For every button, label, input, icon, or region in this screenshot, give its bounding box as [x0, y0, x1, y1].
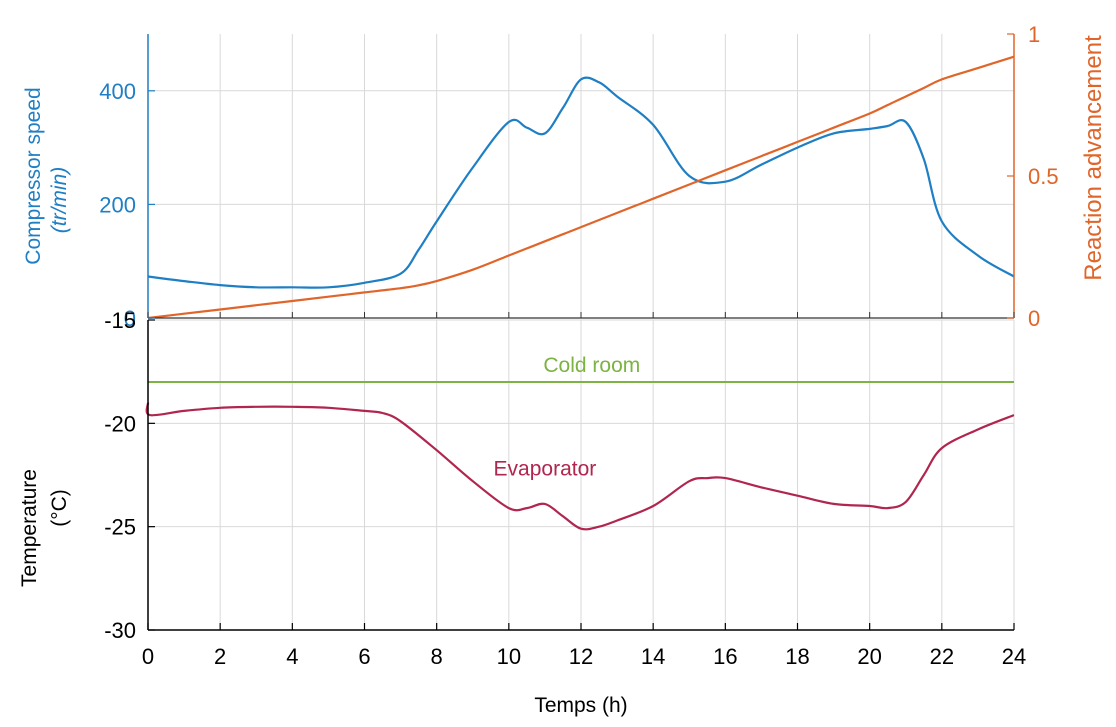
- time-tick-label: 8: [431, 644, 443, 669]
- time-tick-label: 0: [142, 644, 154, 669]
- compressor-speed-axis-label: Compressor speed: [22, 87, 45, 264]
- compressor-speed-tick-label: 0: [124, 306, 136, 331]
- compressor-speed-line: [147, 76, 1015, 289]
- time-tick-label: 16: [713, 644, 737, 669]
- time-tick-label: 24: [1002, 644, 1026, 669]
- evaporator-series-label: Evaporator: [494, 457, 597, 480]
- reaction-advancement-tick-label: 0: [1028, 306, 1040, 331]
- reaction-advancement-tick-label: 0.5: [1028, 164, 1059, 189]
- compressor-speed-tick-label: 200: [99, 192, 136, 217]
- temperature-tick-label: -15: [104, 308, 136, 333]
- time-tick-label: 22: [930, 644, 954, 669]
- reaction-advancement-axis-label: Reaction advancement: [1080, 35, 1107, 281]
- compressor-speed-tick-label: 400: [99, 79, 136, 104]
- grid-layer: [147, 34, 1015, 631]
- time-tick-label: 10: [497, 644, 521, 669]
- evaporator-line: [145, 402, 1015, 531]
- time-tick-label: 20: [857, 644, 881, 669]
- compressor-speed-axis-unit: (tr/min): [48, 167, 71, 234]
- time-axis-label: Temps (h): [534, 694, 627, 717]
- temperature-tick-label: -25: [104, 515, 136, 540]
- time-tick-label: 4: [286, 644, 298, 669]
- temperature-axis-unit: (°C): [48, 489, 71, 527]
- time-tick-label: 12: [569, 644, 593, 669]
- reaction-advancement-line: [147, 55, 1015, 320]
- temperature-axis-label: Temperature: [18, 469, 41, 587]
- temperature-tick-label: -20: [104, 411, 136, 436]
- temperature-tick-label: -30: [104, 618, 136, 643]
- cold-room-series-label: Cold room: [543, 354, 640, 377]
- reaction-advancement-tick-label: 1: [1028, 22, 1040, 47]
- labels-layer: Compressor speed (tr/min) Reaction advan…: [18, 35, 1107, 717]
- time-tick-label: 18: [785, 644, 809, 669]
- series-layer: [145, 55, 1015, 531]
- time-tick-label: 6: [358, 644, 370, 669]
- time-tick-label: 14: [641, 644, 665, 669]
- time-tick-label: 2: [214, 644, 226, 669]
